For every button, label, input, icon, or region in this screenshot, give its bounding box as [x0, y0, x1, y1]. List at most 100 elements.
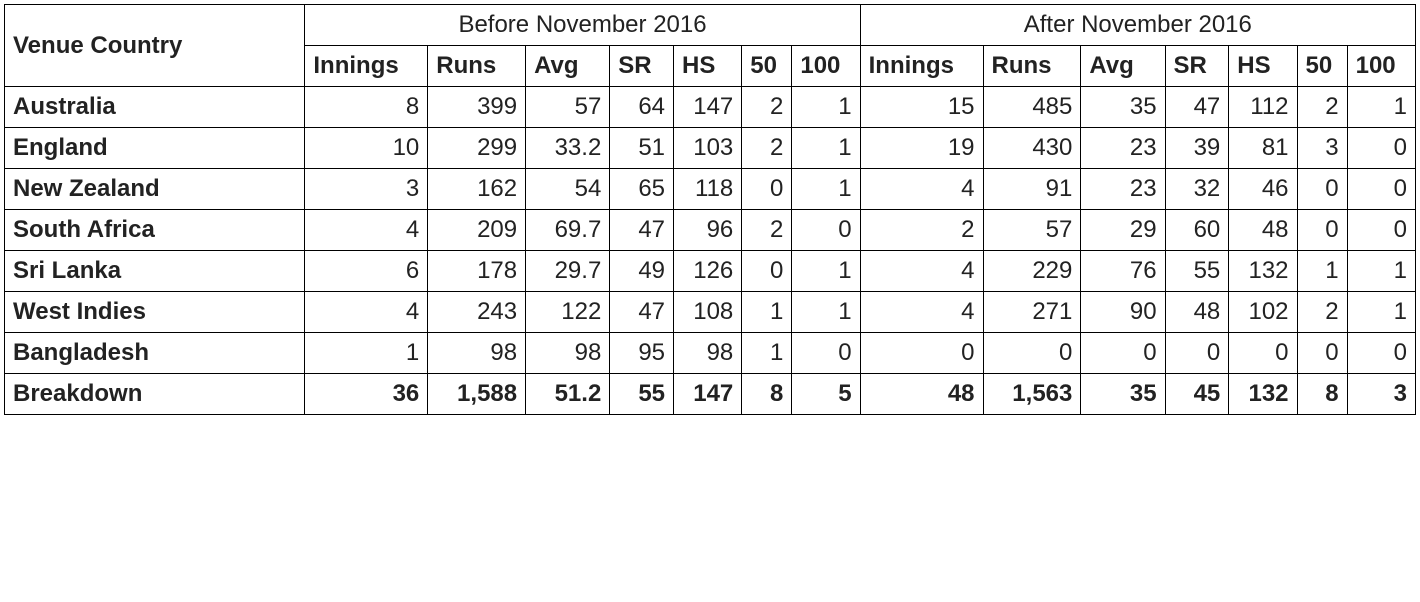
cell-value: 1 [1297, 251, 1347, 292]
subheader-sr: SR [1165, 46, 1229, 87]
row-country: South Africa [5, 210, 305, 251]
breakdown-cell: 132 [1229, 374, 1297, 415]
cell-value: 0 [1347, 169, 1415, 210]
cell-value: 0 [792, 333, 860, 374]
cell-value: 4 [305, 292, 428, 333]
cell-value: 19 [860, 128, 983, 169]
cell-value: 1 [1347, 251, 1415, 292]
cell-value: 4 [860, 251, 983, 292]
cell-value: 485 [983, 87, 1081, 128]
cell-value: 271 [983, 292, 1081, 333]
cell-value: 6 [305, 251, 428, 292]
table-header: Venue Country Before November 2016 After… [5, 5, 1416, 87]
cell-value: 162 [428, 169, 526, 210]
header-group-before: Before November 2016 [305, 5, 860, 46]
cell-value: 90 [1081, 292, 1165, 333]
subheader-avg: Avg [526, 46, 610, 87]
subheader-sr: SR [610, 46, 674, 87]
cell-value: 3 [305, 169, 428, 210]
cell-value: 102 [1229, 292, 1297, 333]
cell-value: 399 [428, 87, 526, 128]
cell-value: 65 [610, 169, 674, 210]
subheader-avg: Avg [1081, 46, 1165, 87]
row-country: New Zealand [5, 169, 305, 210]
cell-value: 2 [860, 210, 983, 251]
cell-value: 1 [792, 251, 860, 292]
cell-value: 8 [305, 87, 428, 128]
cell-value: 33.2 [526, 128, 610, 169]
cell-value: 91 [983, 169, 1081, 210]
subheader-100: 100 [792, 46, 860, 87]
breakdown-cell: 1,588 [428, 374, 526, 415]
cell-value: 3 [1297, 128, 1347, 169]
cell-value: 54 [526, 169, 610, 210]
cell-value: 49 [610, 251, 674, 292]
row-country: Sri Lanka [5, 251, 305, 292]
cell-value: 0 [1297, 333, 1347, 374]
cell-value: 57 [983, 210, 1081, 251]
cell-value: 1 [792, 169, 860, 210]
breakdown-cell: 55 [610, 374, 674, 415]
cell-value: 2 [742, 87, 792, 128]
cell-value: 0 [983, 333, 1081, 374]
subheader-hs: HS [674, 46, 742, 87]
cell-value: 430 [983, 128, 1081, 169]
header-group-after: After November 2016 [860, 5, 1415, 46]
breakdown-cell: 3 [1347, 374, 1415, 415]
cell-value: 178 [428, 251, 526, 292]
cell-value: 1 [792, 128, 860, 169]
breakdown-cell: 35 [1081, 374, 1165, 415]
cell-value: 1 [305, 333, 428, 374]
table-row: Sri Lanka617829.749126014229765513211 [5, 251, 1416, 292]
cell-value: 47 [610, 292, 674, 333]
cell-value: 81 [1229, 128, 1297, 169]
breakdown-cell: 1,563 [983, 374, 1081, 415]
table-row: Australia839957641472115485354711221 [5, 87, 1416, 128]
stats-table: Venue Country Before November 2016 After… [4, 4, 1416, 415]
cell-value: 23 [1081, 169, 1165, 210]
breakdown-cell: 5 [792, 374, 860, 415]
breakdown-cell: 45 [1165, 374, 1229, 415]
cell-value: 0 [1165, 333, 1229, 374]
cell-value: 98 [674, 333, 742, 374]
cell-value: 0 [1347, 333, 1415, 374]
table-row: West Indies424312247108114271904810221 [5, 292, 1416, 333]
cell-value: 1 [1347, 87, 1415, 128]
cell-value: 2 [742, 210, 792, 251]
breakdown-cell: 51.2 [526, 374, 610, 415]
cell-value: 0 [1229, 333, 1297, 374]
cell-value: 95 [610, 333, 674, 374]
table-body: Australia839957641472115485354711221Engl… [5, 87, 1416, 415]
cell-value: 35 [1081, 87, 1165, 128]
cell-value: 39 [1165, 128, 1229, 169]
cell-value: 132 [1229, 251, 1297, 292]
cell-value: 29 [1081, 210, 1165, 251]
cell-value: 118 [674, 169, 742, 210]
subheader-100: 100 [1347, 46, 1415, 87]
table-row: England1029933.251103211943023398130 [5, 128, 1416, 169]
breakdown-cell: 8 [742, 374, 792, 415]
cell-value: 1 [742, 333, 792, 374]
cell-value: 4 [860, 169, 983, 210]
cell-value: 48 [1165, 292, 1229, 333]
cell-value: 48 [1229, 210, 1297, 251]
cell-value: 0 [860, 333, 983, 374]
cell-value: 4 [305, 210, 428, 251]
subheader-innings: Innings [860, 46, 983, 87]
cell-value: 64 [610, 87, 674, 128]
cell-value: 0 [1347, 128, 1415, 169]
cell-value: 112 [1229, 87, 1297, 128]
row-country: Australia [5, 87, 305, 128]
cell-value: 1 [742, 292, 792, 333]
cell-value: 57 [526, 87, 610, 128]
cell-value: 98 [526, 333, 610, 374]
subheader-runs: Runs [428, 46, 526, 87]
cell-value: 15 [860, 87, 983, 128]
cell-value: 69.7 [526, 210, 610, 251]
table-row: Bangladesh198989598100000000 [5, 333, 1416, 374]
row-country: England [5, 128, 305, 169]
cell-value: 4 [860, 292, 983, 333]
breakdown-cell: 36 [305, 374, 428, 415]
cell-value: 122 [526, 292, 610, 333]
cell-value: 2 [1297, 292, 1347, 333]
